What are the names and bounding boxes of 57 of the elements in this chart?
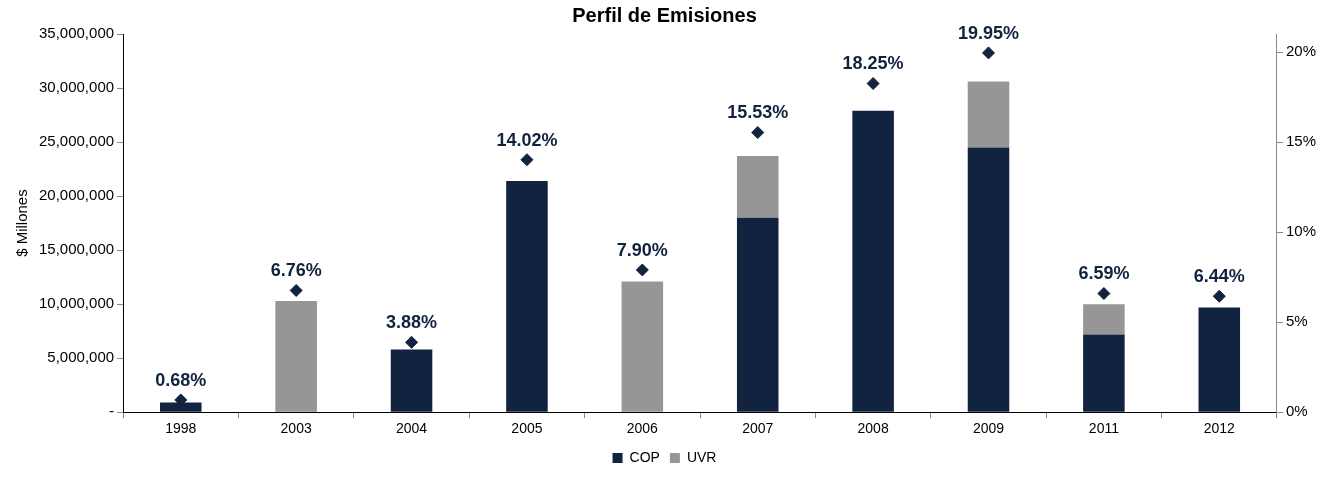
x-tick-label: 1998 bbox=[165, 420, 197, 437]
point bbox=[405, 335, 419, 349]
x-tick-label: 2007 bbox=[742, 420, 774, 437]
bar bbox=[967, 81, 1010, 148]
y2-tick-label: 5% bbox=[1285, 312, 1308, 330]
bar bbox=[1083, 304, 1125, 335]
data-label: 6.59% bbox=[1078, 263, 1130, 284]
bar bbox=[621, 281, 664, 412]
y2-tick-label: 10% bbox=[1285, 222, 1317, 240]
bar bbox=[967, 147, 1010, 412]
x-tick-label: 2011 bbox=[1088, 420, 1120, 437]
data-label: 6.76% bbox=[270, 260, 322, 281]
y-tick-label: 20,000,000 bbox=[39, 186, 115, 204]
y-tick-label: 30,000,000 bbox=[39, 78, 115, 96]
bar bbox=[1198, 307, 1241, 412]
x-tick-label: 2005 bbox=[511, 420, 543, 437]
point bbox=[866, 77, 880, 91]
point bbox=[289, 283, 303, 297]
data-label: 19.95% bbox=[957, 22, 1020, 43]
x-tick-label: 2008 bbox=[857, 420, 889, 437]
point bbox=[751, 126, 765, 140]
y2-tick-label: 0% bbox=[1285, 402, 1308, 420]
y-tick-label: 5,000,000 bbox=[47, 348, 115, 366]
bar bbox=[736, 156, 779, 218]
legend-label: COP bbox=[629, 448, 660, 465]
bar bbox=[275, 300, 317, 412]
data-label: 7.90% bbox=[616, 239, 668, 260]
y2-tick-label: 15% bbox=[1285, 132, 1317, 150]
bar bbox=[852, 110, 894, 412]
point bbox=[982, 46, 995, 60]
point bbox=[1212, 289, 1226, 303]
y2-tick-label: 20% bbox=[1285, 42, 1317, 60]
point bbox=[1097, 287, 1111, 301]
x-tick-label: 2009 bbox=[972, 420, 1005, 437]
bar bbox=[736, 217, 779, 412]
x-tick-label: 2012 bbox=[1203, 420, 1236, 437]
y-tick-label: 25,000,000 bbox=[39, 132, 115, 150]
data-label: 3.88% bbox=[386, 312, 438, 333]
legend-label: UVR bbox=[686, 448, 717, 465]
y-tick-label: - bbox=[109, 402, 115, 420]
data-label: 0.68% bbox=[155, 369, 207, 390]
y-tick-label: 15,000,000 bbox=[39, 240, 115, 258]
point bbox=[635, 263, 649, 277]
data-label: 14.02% bbox=[496, 129, 558, 150]
x-tick-label: 2004 bbox=[395, 420, 428, 437]
bar bbox=[1083, 334, 1125, 412]
y-tick-label: 10,000,000 bbox=[39, 294, 115, 312]
data-label: 15.53% bbox=[727, 102, 789, 123]
bar bbox=[506, 180, 548, 412]
x-tick-label: 2006 bbox=[626, 420, 659, 437]
y-tick-label: 35,000,000 bbox=[39, 24, 115, 42]
y-axis-title: $ Millones bbox=[13, 189, 31, 257]
point bbox=[520, 153, 534, 167]
data-label: 6.44% bbox=[1193, 266, 1245, 287]
chart-title: Perfil de Emisiones bbox=[572, 3, 757, 26]
data-label: 18.25% bbox=[842, 53, 904, 74]
x-tick-label: 2003 bbox=[280, 420, 312, 437]
